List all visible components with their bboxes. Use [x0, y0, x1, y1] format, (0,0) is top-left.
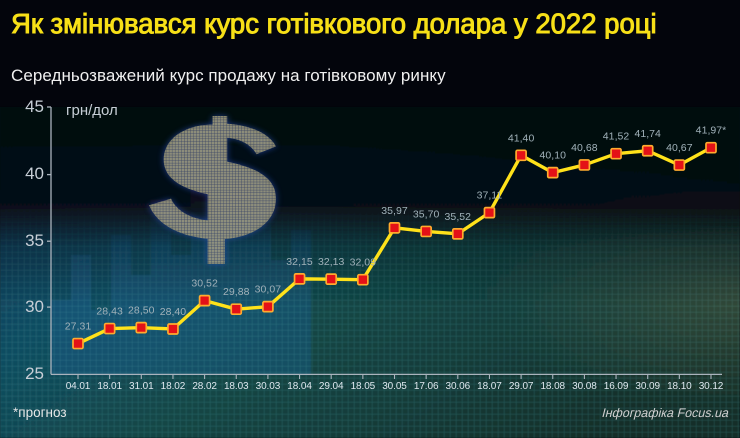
svg-text:25: 25 — [25, 364, 44, 383]
svg-text:18.05: 18.05 — [351, 381, 376, 392]
svg-text:18.01: 18.01 — [97, 381, 122, 392]
svg-text:16.09: 16.09 — [604, 381, 629, 392]
svg-text:41,74: 41,74 — [634, 128, 661, 140]
svg-text:29.07: 29.07 — [509, 381, 534, 392]
svg-text:28,40: 28,40 — [160, 306, 187, 318]
svg-text:18.02: 18.02 — [161, 381, 186, 392]
svg-text:18.03: 18.03 — [224, 381, 249, 392]
svg-text:28.02: 28.02 — [192, 381, 217, 392]
svg-text:41,52: 41,52 — [603, 131, 630, 143]
svg-text:35,97: 35,97 — [381, 205, 408, 217]
svg-text:30.09: 30.09 — [635, 381, 660, 392]
svg-text:40: 40 — [25, 164, 44, 183]
svg-text:29.04: 29.04 — [319, 381, 344, 392]
svg-text:32,09: 32,09 — [350, 257, 377, 269]
svg-text:27,31: 27,31 — [65, 321, 92, 333]
svg-text:04.01: 04.01 — [66, 381, 91, 392]
svg-text:41,40: 41,40 — [508, 132, 535, 144]
svg-text:40,10: 40,10 — [539, 150, 566, 162]
svg-text:31.01: 31.01 — [129, 381, 154, 392]
svg-text:18.10: 18.10 — [667, 381, 692, 392]
svg-text:30: 30 — [25, 297, 44, 316]
svg-text:30.03: 30.03 — [256, 381, 281, 392]
svg-text:18.08: 18.08 — [540, 381, 565, 392]
svg-text:17.06: 17.06 — [414, 381, 439, 392]
svg-text:41,97*: 41,97* — [696, 125, 728, 137]
svg-text:29,88: 29,88 — [223, 286, 250, 298]
svg-text:35: 35 — [25, 231, 44, 250]
svg-text:30,52: 30,52 — [191, 278, 218, 290]
svg-text:30.06: 30.06 — [446, 381, 471, 392]
svg-text:30.05: 30.05 — [382, 381, 407, 392]
svg-text:40,67: 40,67 — [666, 142, 693, 154]
svg-text:грн/дол: грн/дол — [66, 102, 118, 119]
svg-text:28,43: 28,43 — [96, 306, 123, 318]
svg-text:18.07: 18.07 — [477, 381, 502, 392]
svg-text:35,52: 35,52 — [445, 211, 472, 223]
svg-text:37,11: 37,11 — [477, 190, 503, 202]
svg-text:30.12: 30.12 — [699, 381, 724, 392]
svg-text:30.08: 30.08 — [572, 381, 597, 392]
svg-text:35,70: 35,70 — [413, 208, 440, 220]
svg-text:28,50: 28,50 — [128, 305, 155, 317]
svg-text:30,07: 30,07 — [255, 284, 282, 296]
svg-text:32,15: 32,15 — [286, 256, 313, 268]
svg-text:40,68: 40,68 — [571, 142, 598, 154]
svg-text:18.04: 18.04 — [287, 381, 312, 392]
svg-text:32,13: 32,13 — [318, 256, 345, 268]
svg-text:45: 45 — [25, 97, 44, 116]
